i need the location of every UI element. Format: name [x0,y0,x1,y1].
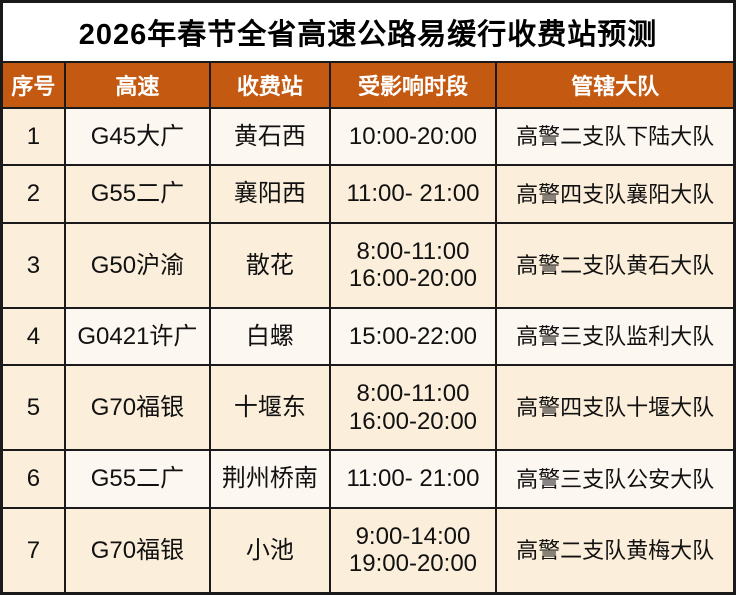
row-cell-brigade: 高警三支队公安大队 [497,451,733,509]
row-cell-time: 11:00- 21:00 [330,451,498,509]
time-range: 10:00-20:00 [348,122,478,150]
header-cell-highway: 高速 [65,63,212,109]
table-row: 5 G70福银 十堰东 8:00-11:00 16:00-20:00 高警四支队十… [3,366,733,452]
row-cell-station: 小池 [211,508,331,592]
time-range: 8:00-11:00 [356,380,470,408]
row-cell-no: 2 [3,166,66,224]
time-range: 19:00-20:00 [348,550,478,578]
table-title-row: 2026年春节全省高速公路易缓行收费站预测 [3,3,733,63]
row-cell-time: 8:00-11:00 16:00-20:00 [330,223,498,309]
row-cell-time: 11:00- 21:00 [330,166,498,224]
time-range: 8:00-11:00 [356,237,470,265]
time-range: 9:00-14:00 [355,522,471,550]
row-cell-time: 15:00-22:00 [330,308,498,367]
header-cell-brigade: 管辖大队 [497,63,733,109]
row-cell-station: 散花 [211,223,331,309]
row-cell-no: 5 [3,366,66,452]
row-cell-highway: G55二广 [65,451,212,509]
time-range: 11:00- 21:00 [346,465,480,493]
row-cell-station: 十堰东 [211,366,331,452]
table-header-row: 序号 高速 收费站 受影响时段 管辖大队 [3,63,733,109]
row-cell-brigade: 高警二支队下陆大队 [497,109,733,167]
row-cell-no: 7 [3,508,66,592]
header-cell-time: 受影响时段 [330,63,498,109]
row-cell-no: 6 [3,451,66,509]
table-row: 2 G55二广 襄阳西 11:00- 21:00 高警四支队襄阳大队 [3,166,733,224]
table-row: 7 G70福银 小池 9:00-14:00 19:00-20:00 高警二支队黄梅… [3,508,733,592]
time-range: 11:00- 21:00 [346,180,480,208]
header-cell-no: 序号 [3,63,66,109]
time-range: 16:00-20:00 [348,265,478,293]
row-cell-brigade: 高警四支队襄阳大队 [497,166,733,224]
row-cell-highway: G50沪渝 [65,223,212,309]
row-cell-highway: G70福银 [65,508,212,592]
row-cell-time: 10:00-20:00 [330,109,498,167]
row-cell-station: 黄石西 [211,109,331,167]
row-cell-highway: G70福银 [65,366,212,452]
row-cell-no: 4 [3,308,66,367]
row-cell-brigade: 高警三支队监利大队 [497,308,733,367]
page-title: 2026年春节全省高速公路易缓行收费站预测 [78,19,658,51]
row-cell-time: 8:00-11:00 16:00-20:00 [330,366,498,452]
row-cell-no: 1 [3,109,66,167]
row-cell-time: 9:00-14:00 19:00-20:00 [330,508,498,592]
row-cell-no: 3 [3,223,66,309]
row-cell-brigade: 高警二支队黄石大队 [497,223,733,309]
row-cell-station: 襄阳西 [211,166,331,224]
row-cell-brigade: 高警二支队黄梅大队 [497,508,733,592]
row-cell-brigade: 高警四支队十堰大队 [497,366,733,452]
row-cell-station: 白螺 [211,308,331,367]
header-cell-station: 收费站 [211,63,331,109]
time-range: 16:00-20:00 [348,407,478,435]
row-cell-station: 荆州桥南 [211,451,331,509]
row-cell-highway: G45大广 [65,109,212,167]
table-body: 1 G45大广 黄石西 10:00-20:00 高警二支队下陆大队 2 G55二… [3,109,733,592]
row-cell-highway: G0421许广 [65,308,212,367]
table-row: 1 G45大广 黄石西 10:00-20:00 高警二支队下陆大队 [3,109,733,167]
row-cell-highway: G55二广 [65,166,212,224]
time-range: 15:00-22:00 [348,322,478,350]
table-row: 4 G0421许广 白螺 15:00-22:00 高警三支队监利大队 [3,308,733,367]
table-row: 3 G50沪渝 散花 8:00-11:00 16:00-20:00 高警二支队黄石… [3,223,733,309]
table-row: 6 G55二广 荆州桥南 11:00- 21:00 高警三支队公安大队 [3,451,733,509]
